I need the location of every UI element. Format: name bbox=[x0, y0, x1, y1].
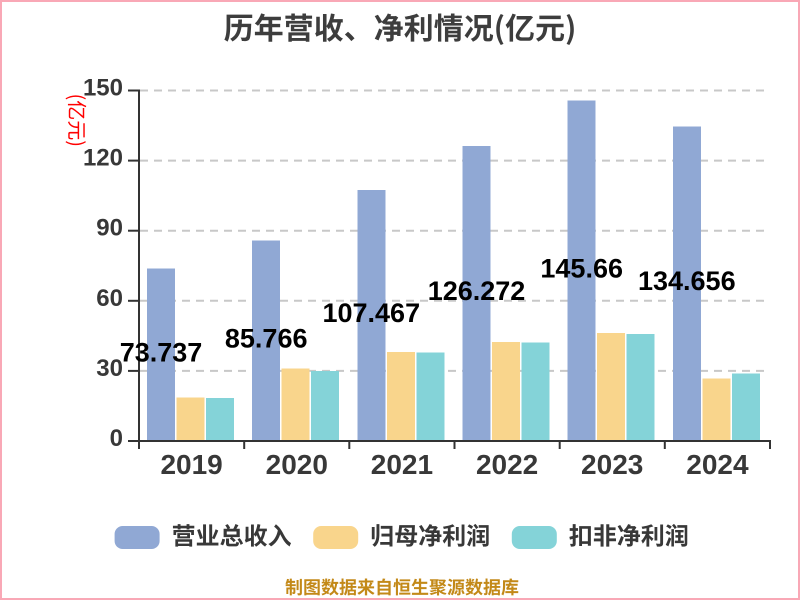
svg-text:2021: 2021 bbox=[371, 449, 433, 480]
svg-text:85.766: 85.766 bbox=[225, 323, 308, 353]
svg-text:2023: 2023 bbox=[581, 449, 643, 480]
svg-text:145.66: 145.66 bbox=[540, 253, 623, 283]
svg-text:150: 150 bbox=[83, 75, 123, 102]
svg-text:120: 120 bbox=[83, 145, 123, 172]
svg-text:126.272: 126.272 bbox=[428, 276, 526, 306]
svg-text:2022: 2022 bbox=[476, 449, 538, 480]
svg-text:30: 30 bbox=[96, 355, 123, 382]
svg-text:2019: 2019 bbox=[160, 449, 222, 480]
svg-text:134.656: 134.656 bbox=[638, 266, 736, 296]
svg-text:90: 90 bbox=[96, 215, 123, 242]
svg-text:73.737: 73.737 bbox=[120, 337, 203, 367]
svg-text:2020: 2020 bbox=[266, 449, 328, 480]
svg-text:2024: 2024 bbox=[686, 449, 749, 480]
svg-text:60: 60 bbox=[96, 285, 123, 312]
svg-text:107.467: 107.467 bbox=[322, 298, 420, 328]
svg-text:0: 0 bbox=[110, 425, 123, 452]
